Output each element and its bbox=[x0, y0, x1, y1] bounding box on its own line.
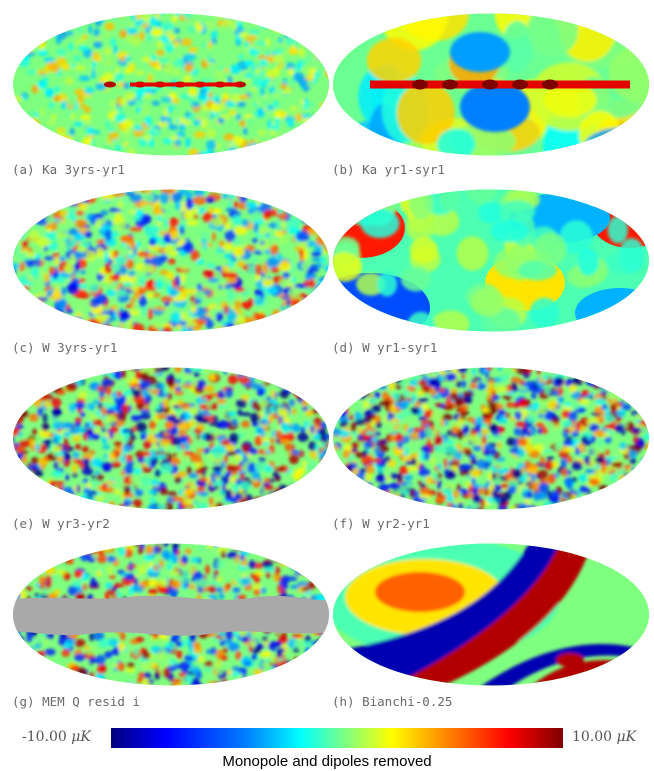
caption-h: (h) Bianchi-0.25 bbox=[332, 694, 453, 709]
sky-map-h bbox=[330, 542, 652, 687]
colorbar-gradient bbox=[111, 728, 563, 748]
sky-map-a bbox=[10, 12, 332, 157]
caption-g: (g) MEM Q resid i bbox=[12, 694, 140, 709]
sky-map-g bbox=[10, 542, 332, 687]
caption-a: (a) Ka 3yrs-yr1 bbox=[12, 162, 125, 177]
colorbar-min-label: -10.00 μK bbox=[22, 729, 91, 745]
caption-e: (e) W yr3-yr2 bbox=[12, 516, 110, 531]
colorbar: -10.00 μK 10.00 μK Monopole and dipoles … bbox=[0, 726, 654, 771]
colorbar-title: Monopole and dipoles removed bbox=[222, 753, 432, 770]
caption-b: (b) Ka yr1-syr1 bbox=[332, 162, 445, 177]
caption-c: (c) W 3yrs-yr1 bbox=[12, 340, 118, 355]
sky-map-c bbox=[10, 188, 332, 333]
sky-map-b bbox=[330, 12, 652, 157]
colorbar-max-label: 10.00 μK bbox=[572, 729, 637, 745]
sky-map-f bbox=[330, 366, 652, 511]
sky-map-e bbox=[10, 366, 332, 511]
caption-f: (f) W yr2-yr1 bbox=[332, 516, 430, 531]
caption-d: (d) W yr1-syr1 bbox=[332, 340, 438, 355]
sky-map-d bbox=[330, 188, 652, 333]
